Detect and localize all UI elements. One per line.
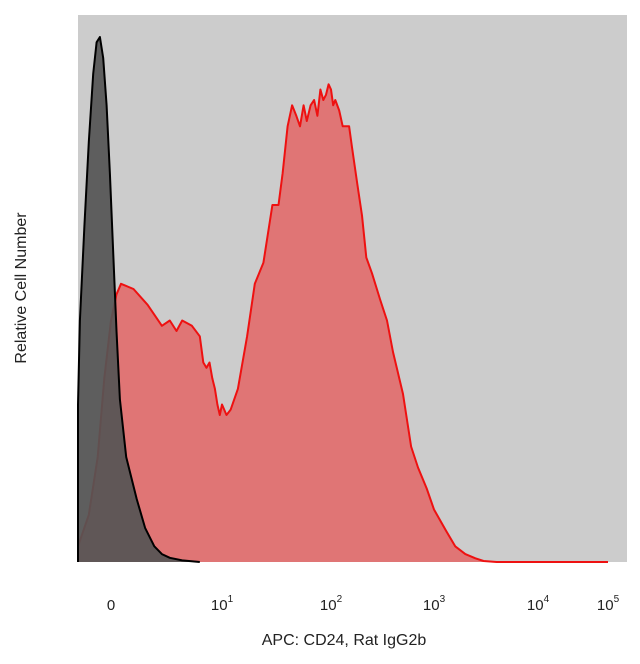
x-tick-label: 103 [423,594,446,614]
y-axis-title: Relative Cell Number [13,212,30,364]
x-tick-label: 101 [211,594,234,614]
x-axis-title: APC: CD24, Rat IgG2b [262,632,427,649]
x-tick-label: 105 [597,594,620,614]
cd24-stained-area [78,84,608,563]
isotype-control-area [78,37,200,562]
x-tick-label: 102 [320,594,343,614]
x-tick-label: 0 [107,597,115,614]
isotype-control-outline [77,36,200,563]
cd24-stained-outline [77,83,608,563]
x-tick-labels: 0 101 102 103 104 105 [107,594,620,614]
x-tick-label: 104 [527,594,550,614]
series-layer [77,36,608,563]
